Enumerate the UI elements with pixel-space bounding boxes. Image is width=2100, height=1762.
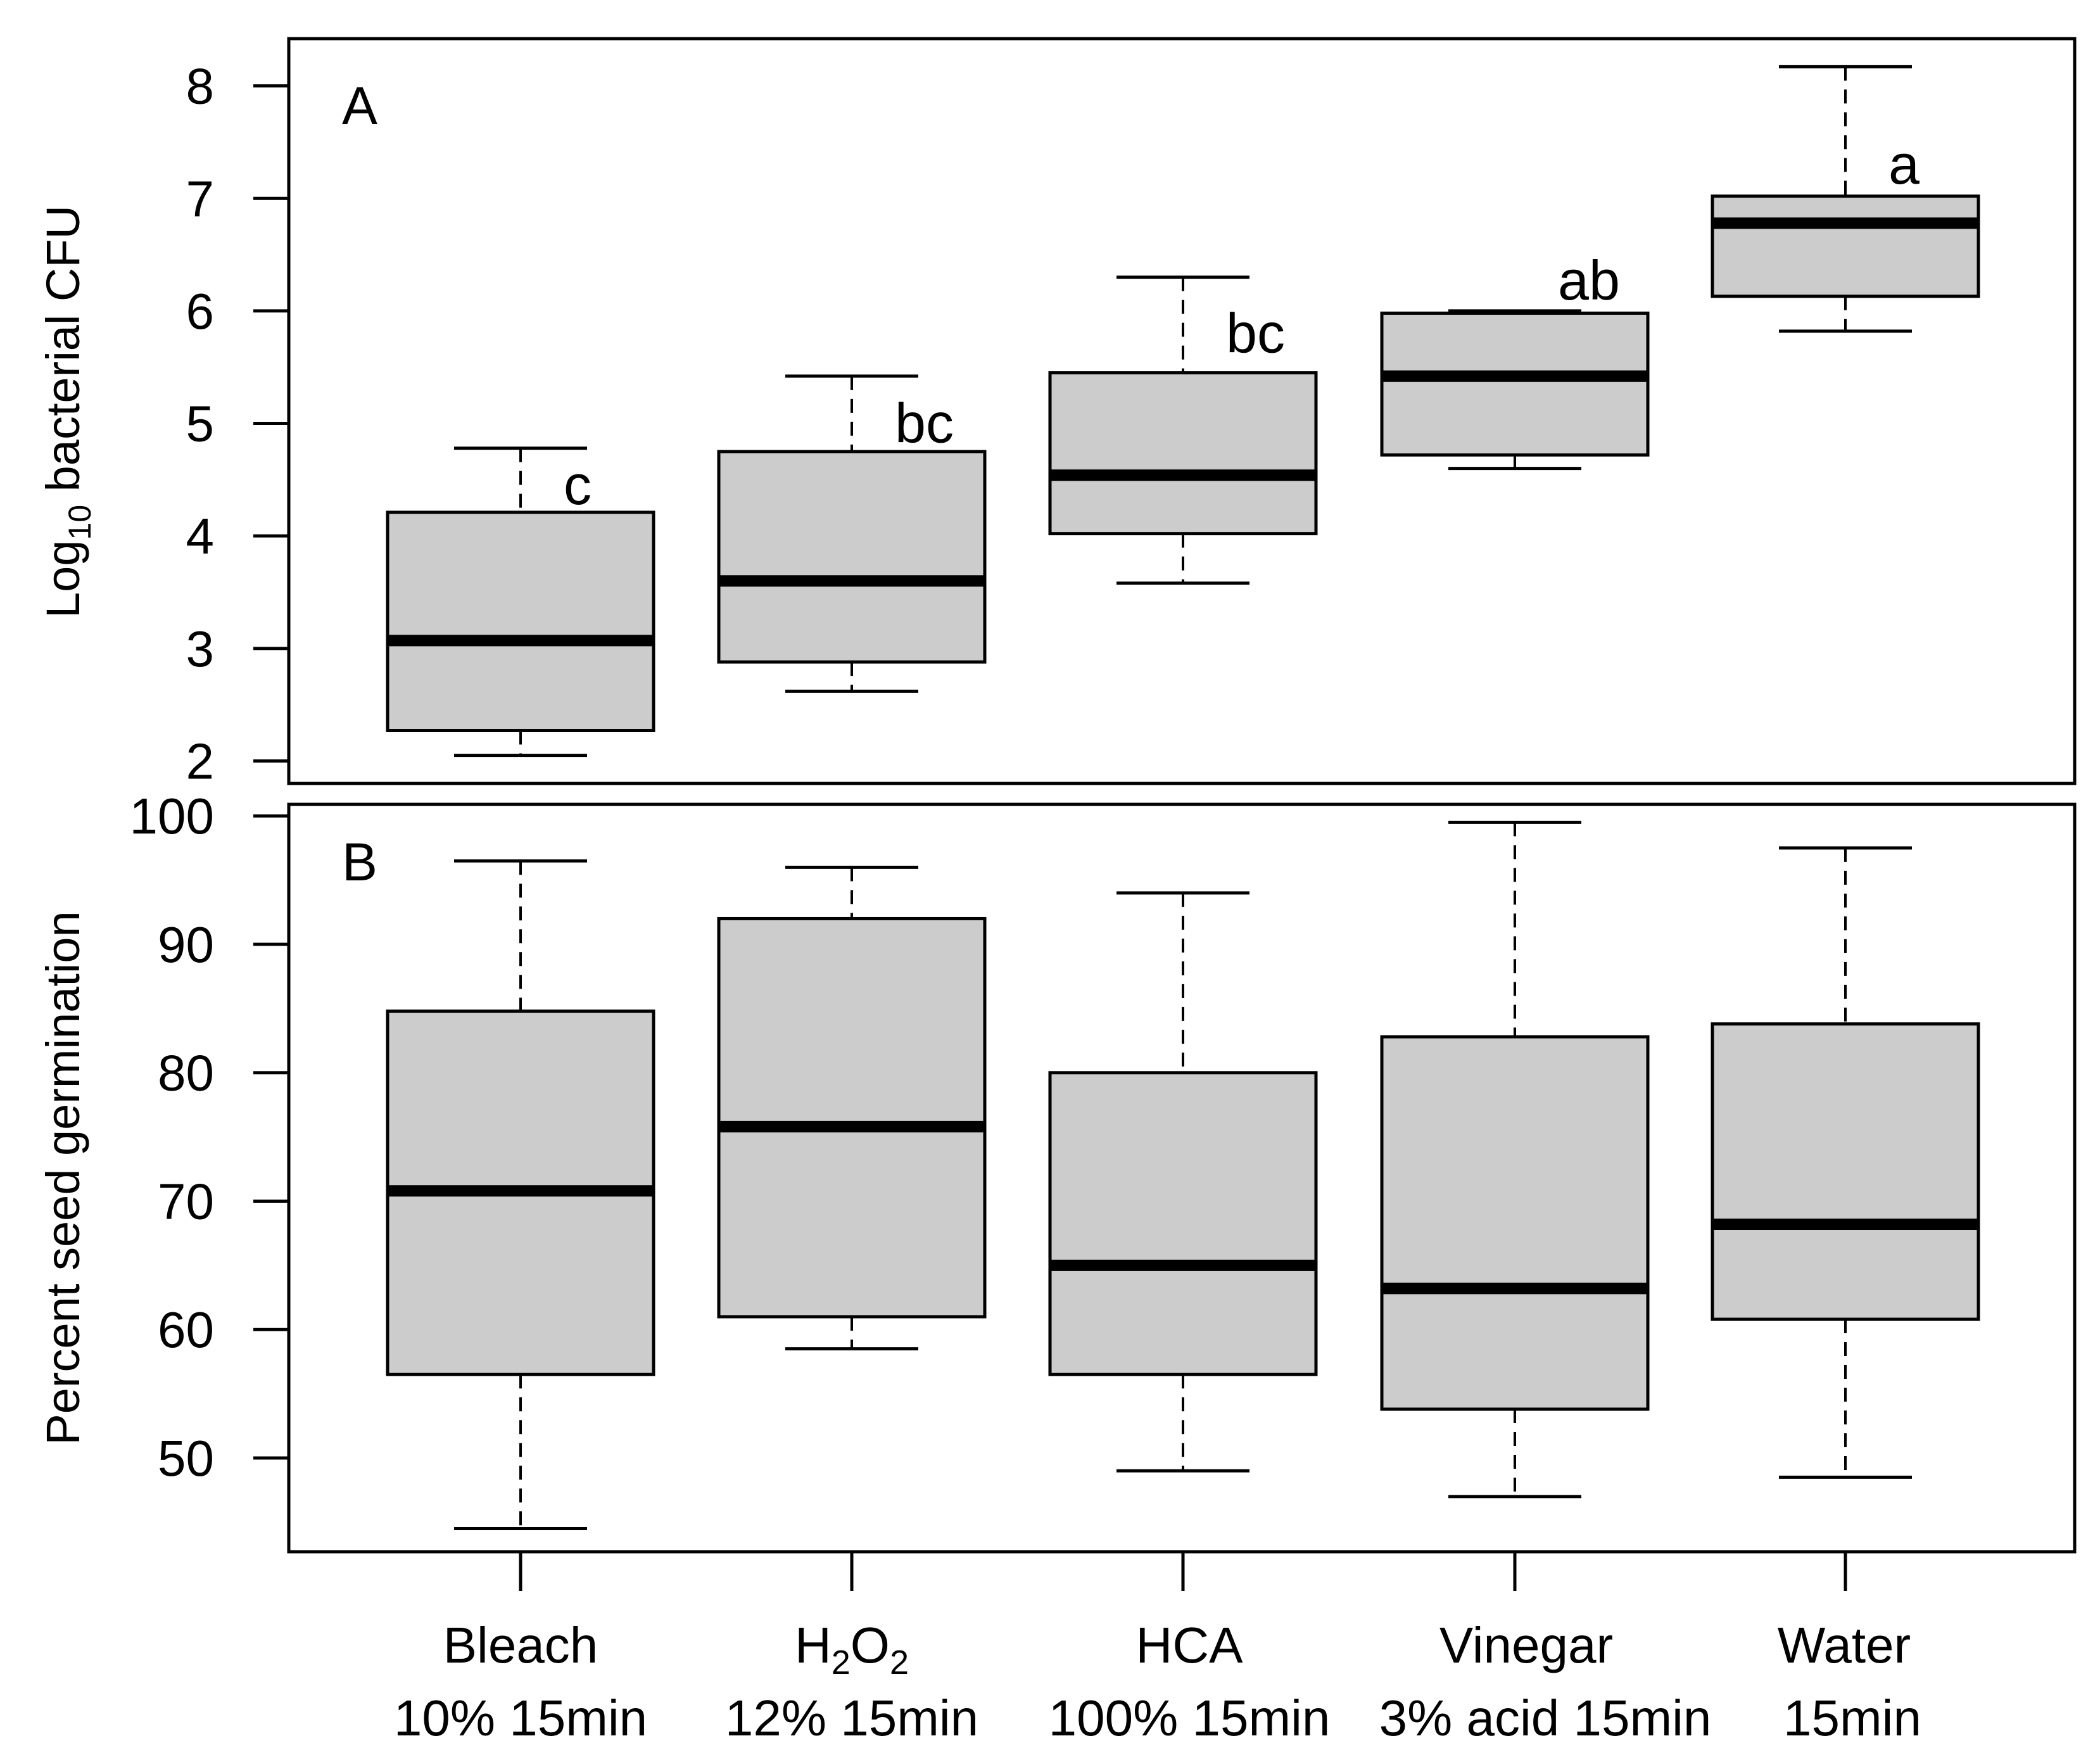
panel-a-box-5: a [1711, 65, 1980, 333]
significance-letter: c [564, 453, 591, 516]
panel-a-y-tick-label: 3 [186, 621, 215, 677]
panel-a-y-tick-label: 7 [186, 170, 215, 227]
iqr-box [717, 916, 987, 1319]
x-label-hca-line1: HCA [1136, 1617, 1244, 1673]
x-label-hca-line2: 100% 15min [1049, 1690, 1331, 1746]
panel-a-box-1: c [386, 447, 655, 757]
panel-b-label: B [342, 832, 377, 892]
panel-a-box-2: bc [717, 374, 987, 693]
panel-b-y-tick-label: 80 [158, 1045, 214, 1101]
x-label-water-line2: 15min [1783, 1690, 1921, 1746]
x-label-h2o2-sub1: 2 [832, 1644, 851, 1682]
panel-a-y-tick-label: 6 [186, 283, 215, 339]
panel-a-y-tick-label: 5 [186, 396, 215, 452]
panel-a-label: A [342, 76, 377, 136]
panel-b-box-3 [1048, 891, 1318, 1473]
significance-letter: bc [1226, 301, 1285, 364]
panel-a-y-axis: 2 3 4 5 6 7 8 [186, 58, 291, 789]
x-label-water-line1: Water [1778, 1617, 1911, 1673]
panel-b-y-tick-label: 60 [158, 1302, 214, 1358]
panel-a-y-axis-title-subscript: 10 [62, 505, 98, 540]
panel-a-y-axis-title-main: Log [37, 540, 89, 618]
panel-a-y-tick-label: 2 [186, 733, 215, 789]
panel-a-y-axis-title-rest: bacterial CFU [37, 205, 89, 505]
x-axis [519, 1550, 1847, 1591]
x-label-h2o2-line2: 12% 15min [725, 1690, 978, 1746]
panel-a-y-axis-title: Log10 bacterial CFU [37, 205, 98, 618]
iqr-box [386, 510, 655, 733]
panel-a-y-tick-label: 4 [186, 508, 215, 564]
x-label-h2o2-h: H [795, 1617, 832, 1673]
panel-a-boxes: c bc bc ab a [386, 65, 1980, 757]
iqr-box [717, 450, 987, 664]
x-label-h2o2-line1: H2O2 [795, 1617, 909, 1682]
panel-a-box-4: ab [1380, 249, 1650, 471]
panel-a-y-tick-label: 8 [186, 58, 215, 115]
x-category-labels: Bleach 10% 15min H2O2 12% 15min HCA 100%… [394, 1617, 1921, 1746]
iqr-box [1048, 1071, 1318, 1376]
significance-letter: ab [1558, 249, 1620, 312]
panel-b-box-1 [386, 859, 655, 1531]
iqr-box [1711, 194, 1980, 298]
panel-b-y-axis: 50 60 70 80 90 100 [130, 788, 291, 1486]
panel-b-box-5 [1711, 846, 1980, 1479]
iqr-box [1380, 1035, 1650, 1411]
significance-letter: bc [895, 392, 954, 455]
panel-b-y-tick-label: 70 [158, 1173, 214, 1229]
x-label-h2o2-o: O [851, 1617, 890, 1673]
x-label-vinegar-line2: 3% acid 15min [1379, 1690, 1712, 1746]
x-label-bleach-line2: 10% 15min [394, 1690, 647, 1746]
panel-b-y-axis-title: Percent seed germination [37, 911, 89, 1445]
iqr-box [1048, 371, 1318, 536]
panel-b-y-tick-label: 50 [158, 1430, 214, 1486]
x-label-h2o2-sub2: 2 [890, 1644, 909, 1682]
panel-b-y-tick-label: 100 [130, 788, 214, 844]
iqr-box [1711, 1022, 1980, 1321]
panel-b-boxes [386, 820, 1980, 1531]
panel-b-box-2 [717, 865, 987, 1351]
x-label-bleach-line1: Bleach [443, 1617, 598, 1673]
panel-b-box-4 [1380, 820, 1650, 1499]
panel-b-y-tick-label: 90 [158, 916, 214, 973]
panel-a-box-3: bc [1048, 276, 1318, 585]
x-label-vinegar-line1: Vinegar [1439, 1617, 1613, 1673]
iqr-box [1380, 311, 1650, 457]
significance-letter: a [1888, 133, 1920, 196]
